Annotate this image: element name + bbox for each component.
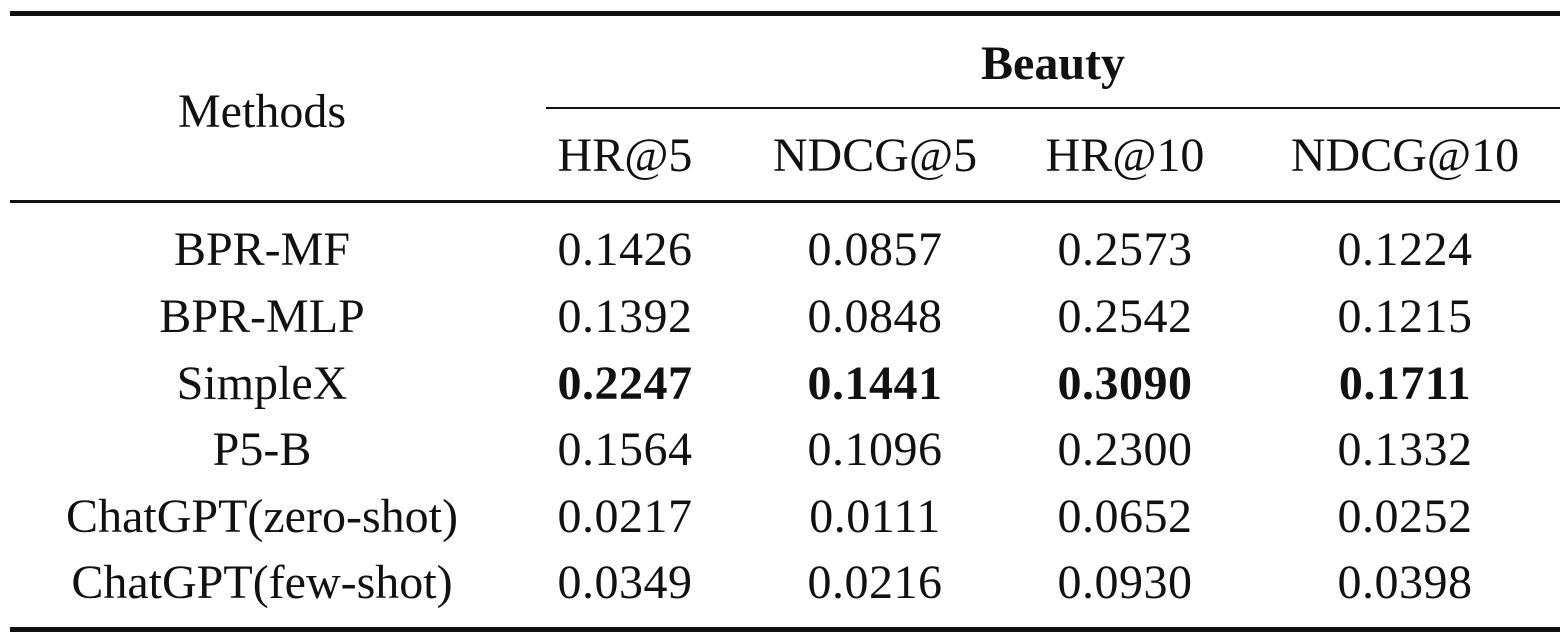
table-cell: 0.0930 [1057,556,1193,609]
table-cell-best: 0.2247 [557,357,693,410]
row-method: BPR-MLP [159,290,365,343]
table-cell: 0.0652 [1057,490,1193,543]
table-cell: 0.1426 [557,223,693,276]
table-cell: 0.0111 [809,490,941,543]
group-underline [546,107,1560,109]
beauty-group-header: Beauty [981,37,1125,90]
table-cell: 0.0857 [807,223,943,276]
table-cell: 0.1224 [1337,223,1473,276]
table-cell: 0.2573 [1057,223,1193,276]
column-header-ndcg10: NDCG@10 [1290,129,1520,182]
table-cell: 0.1392 [557,290,693,343]
table-cell: 0.0398 [1337,556,1473,609]
table-cell: 0.0216 [807,556,943,609]
column-header-ndcg5: NDCG@5 [772,129,978,182]
row-method: SimpleX [176,357,348,410]
table-cell-best: 0.1441 [807,357,943,410]
table-cell: 0.0217 [557,490,693,543]
table-cell: 0.1332 [1337,423,1473,476]
table-cell: 0.1564 [557,423,693,476]
row-method: BPR-MF [173,223,351,276]
top-rule [10,11,1560,16]
bottom-rule [10,627,1560,632]
row-method: ChatGPT(few-shot) [71,556,453,609]
table-cell: 0.0349 [557,556,693,609]
row-method: P5-B [212,423,312,476]
table-cell-best: 0.1711 [1338,357,1472,410]
row-method: ChatGPT(zero-shot) [66,490,458,543]
header-rule [10,200,1560,203]
column-header-hr10: HR@10 [1045,129,1205,182]
table-cell: 0.2300 [1057,423,1193,476]
table-cell: 0.1096 [807,423,943,476]
column-header-hr5: HR@5 [557,129,693,182]
table-cell: 0.1215 [1337,290,1473,343]
table-cell: 0.0848 [807,290,943,343]
table-cell: 0.2542 [1057,290,1193,343]
table-cell-best: 0.3090 [1057,357,1193,410]
methods-header: Methods [178,85,346,138]
table-cell: 0.0252 [1337,490,1473,543]
